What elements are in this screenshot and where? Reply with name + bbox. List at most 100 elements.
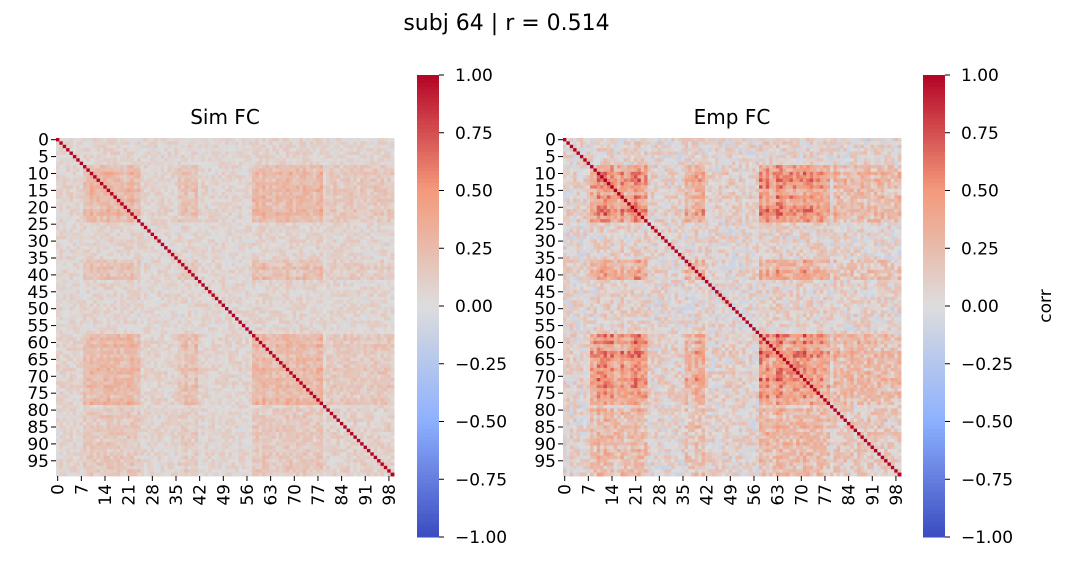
heatmap-cell (245, 239, 250, 244)
heatmap-cell (103, 236, 108, 240)
heatmap-cell (282, 178, 287, 183)
heatmap-cell (265, 168, 270, 173)
heatmap-cell (366, 239, 371, 244)
heatmap-cell (56, 202, 60, 207)
heatmap-cell (262, 269, 267, 274)
heatmap-cell (309, 252, 314, 257)
heatmap-cell (289, 185, 294, 190)
heatmap-cell (194, 219, 199, 223)
heatmap-cell (255, 192, 260, 196)
heatmap-cell (353, 175, 358, 180)
heatmap-cell (187, 198, 192, 203)
heatmap-cell (184, 283, 189, 288)
heatmap-cell (103, 276, 108, 281)
heatmap-cell (72, 178, 77, 183)
heatmap-cell (93, 276, 98, 281)
heatmap-cell (268, 222, 273, 227)
heatmap-cell (110, 219, 114, 223)
heatmap-cell (197, 276, 202, 281)
heatmap-cell (59, 215, 64, 220)
heatmap-cell (265, 188, 270, 193)
heatmap-cell (241, 202, 246, 207)
heatmap-cell (204, 269, 209, 274)
heatmap-cell (113, 192, 118, 196)
heatmap-cell (326, 290, 331, 294)
heatmap-cell (292, 229, 297, 234)
heatmap-cell (184, 158, 189, 163)
heatmap-cell (79, 195, 84, 200)
heatmap-cell (62, 165, 67, 169)
heatmap-cell (255, 171, 260, 176)
heatmap-cell (187, 232, 192, 237)
heatmap-cell (306, 185, 310, 190)
heatmap-cell (248, 175, 253, 180)
heatmap-cell (72, 208, 77, 213)
heatmap-cell (76, 212, 81, 217)
heatmap-cell (150, 138, 155, 142)
heatmap-cell (177, 185, 182, 190)
heatmap-cell (79, 300, 84, 305)
heatmap-cell (143, 198, 148, 203)
heatmap-cell (336, 276, 341, 281)
heatmap-cell (133, 141, 138, 146)
heatmap-cell (170, 161, 175, 166)
heatmap-cell (231, 215, 236, 220)
heatmap-cell (66, 259, 70, 264)
heatmap-cell (177, 259, 182, 264)
heatmap-cell (137, 263, 141, 267)
heatmap-cell (99, 279, 104, 284)
heatmap-cell (62, 242, 67, 247)
heatmap-cell (56, 175, 60, 180)
heatmap-cell (241, 286, 246, 291)
heatmap-cell (262, 286, 267, 291)
heatmap-cell (160, 303, 165, 308)
heatmap-cell (154, 296, 158, 301)
heatmap-cell (289, 286, 294, 291)
heatmap-cell (96, 144, 101, 149)
heatmap-cell (228, 300, 233, 305)
heatmap-cell (309, 232, 314, 237)
heatmap-cell (265, 154, 270, 159)
heatmap-cell (137, 222, 141, 227)
heatmap-cell (150, 259, 155, 264)
heatmap-cell (99, 283, 104, 288)
heatmap-cell (79, 293, 84, 298)
heatmap-cell (295, 222, 300, 227)
heatmap-cell (218, 252, 223, 257)
heatmap-cell (285, 290, 290, 294)
heatmap-cell (184, 192, 189, 196)
heatmap-cell (147, 188, 152, 193)
heatmap-cell (187, 256, 192, 261)
heatmap-cell (282, 242, 287, 247)
heatmap-cell (69, 198, 74, 203)
heatmap-cell (350, 168, 354, 173)
heatmap-cell (99, 148, 104, 152)
heatmap-cell (120, 225, 125, 230)
heatmap-cell (289, 273, 294, 278)
heatmap-cell (306, 290, 310, 294)
heatmap-cell (130, 232, 135, 237)
heatmap-cell (248, 290, 253, 294)
heatmap-cell (228, 192, 233, 196)
heatmap-cell (225, 198, 229, 203)
heatmap-cell (258, 296, 263, 301)
heatmap-cell (346, 192, 351, 196)
heatmap-cell (93, 178, 98, 183)
heatmap-cell (126, 175, 131, 180)
heatmap-cell (137, 303, 141, 308)
heatmap-cell (235, 263, 239, 267)
heatmap-cell (353, 192, 358, 196)
heatmap-cell (76, 276, 81, 281)
heatmap-cell (147, 256, 152, 261)
heatmap-cell (373, 256, 378, 261)
heatmap-cell (366, 232, 371, 237)
heatmap-cell (255, 151, 260, 156)
heatmap-cell (377, 151, 381, 156)
heatmap-cell (211, 141, 216, 146)
heatmap-cell (312, 229, 317, 234)
heatmap-cell (360, 148, 365, 152)
heatmap-cell (201, 161, 206, 166)
heatmap-cell (231, 141, 236, 146)
heatmap-cell (62, 141, 67, 146)
heatmap-cell (319, 290, 324, 294)
